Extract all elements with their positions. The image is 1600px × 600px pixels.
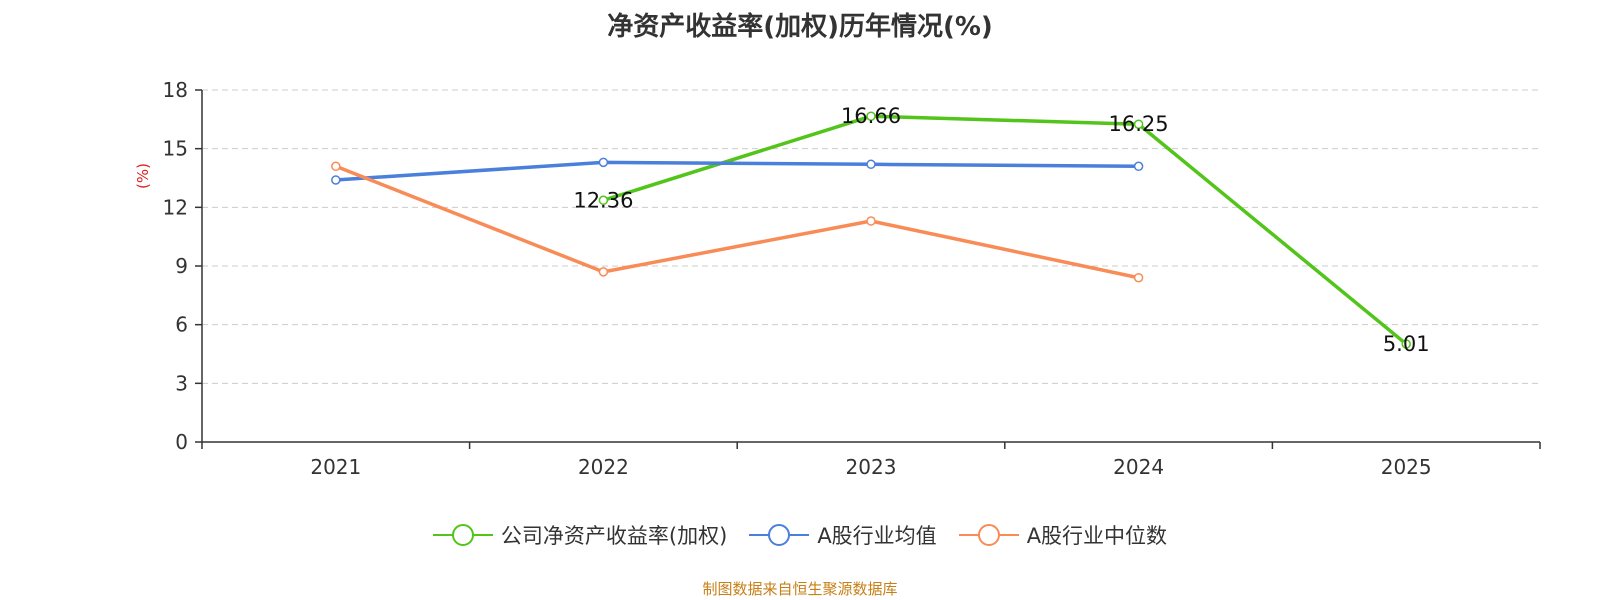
source-note: 制图数据来自恒生聚源数据库 (702, 580, 898, 598)
legend-marker-icon (749, 524, 810, 546)
y-tick-label: 18 (163, 78, 188, 102)
series-0-point (866, 111, 876, 121)
series-1-point (331, 175, 341, 185)
legend-label: A股行业中位数 (1026, 524, 1168, 548)
series-0-point (1133, 119, 1144, 129)
series-2-point (331, 161, 341, 172)
x-tick-label: 2022 (578, 455, 629, 479)
x-tick-label: 2021 (310, 455, 361, 479)
series-line-2 (335, 164, 1139, 280)
series-0-point (1401, 339, 1411, 349)
chart-title: 净资产收益率(加权)历年情况(%) (607, 12, 993, 42)
series-2-point (1133, 272, 1144, 283)
y-tick-label: 3 (175, 371, 188, 395)
series-1-point (598, 157, 609, 168)
series-0-point (598, 195, 609, 206)
y-tick-label: 12 (163, 195, 188, 219)
data-label: 16.25 (1109, 112, 1169, 136)
series-line-0 (602, 114, 1408, 346)
legend-marker-icon (958, 524, 1019, 546)
grid-layer (202, 89, 1540, 384)
x-tick-label: 2024 (1113, 455, 1164, 479)
legend-item-2[interactable]: A股行业中位数 (958, 520, 1168, 550)
x-tick-label: 2025 (1381, 455, 1432, 479)
series-layer (331, 111, 1411, 349)
axis-layer: 0 3 6 9 12 15 18 (%) 2021 2022 2023 2024 2025 (134, 78, 1541, 479)
legend: 公司净资产收益率(加权) A股行业均值 A股行业中位数 (0, 520, 1600, 550)
y-axis-label: (%) (134, 163, 152, 189)
label-layer: 12.36 16.66 16.25 5.01 (573, 104, 1429, 356)
series-2-point (866, 216, 876, 226)
data-label: 16.66 (841, 104, 901, 128)
data-label: 5.01 (1383, 332, 1430, 356)
y-tick-label: 6 (175, 313, 188, 337)
series-1-point (1133, 161, 1144, 172)
x-tick-label: 2023 (846, 455, 897, 479)
series-2-point (598, 267, 609, 277)
y-tick-label: 9 (175, 254, 188, 278)
y-tick-label: 0 (175, 430, 188, 454)
legend-label: A股行业均值 (817, 524, 937, 548)
legend-label: 公司净资产收益率(加权) (500, 524, 728, 548)
legend-item-1[interactable]: A股行业均值 (749, 520, 937, 550)
legend-item-0[interactable]: 公司净资产收益率(加权) (432, 520, 728, 550)
legend-marker-icon (432, 524, 493, 546)
data-label: 12.36 (573, 188, 633, 212)
series-line-1 (335, 160, 1139, 182)
series-1-point (866, 159, 876, 170)
y-tick-label: 15 (163, 137, 188, 161)
